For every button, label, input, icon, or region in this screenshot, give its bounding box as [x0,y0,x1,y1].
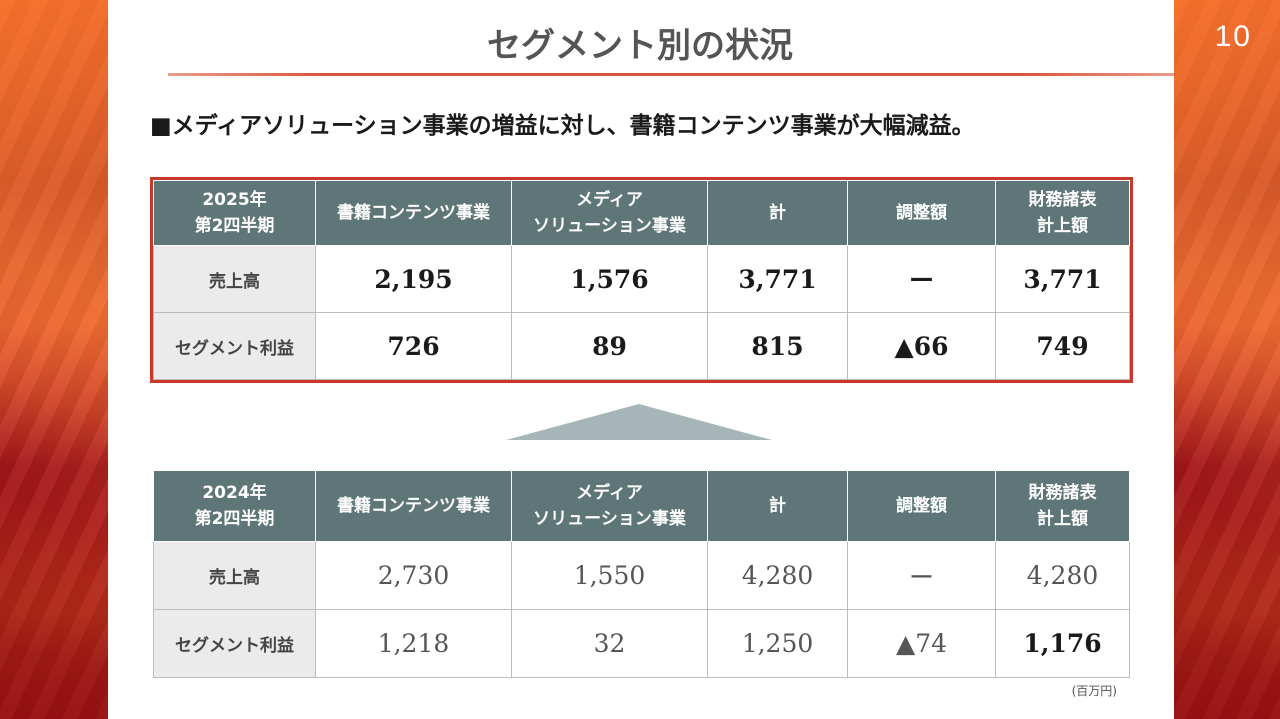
title-underline [168,73,1176,76]
segment-table-2024: 2024年 第2四半期 書籍コンテンツ事業 メディア ソリューション事業 計 調整額… [153,470,1130,678]
profit-books: 726 [315,312,512,380]
row-label-profit: セグメント利益 [153,312,316,380]
books-column-header: 書籍コンテンツ事業 [315,180,512,246]
sales-media: 1,550 [511,541,708,610]
profit-media: 89 [511,312,708,380]
fs-column-header: 財務諸表 計上額 [995,470,1130,542]
media-column-header: メディア ソリューション事業 [511,180,708,246]
profit-media: 32 [511,609,708,678]
adjustment-column-header: 調整額 [847,470,996,542]
period-header: 2024年 第2四半期 [153,470,316,542]
right-decorative-panel [1174,0,1280,719]
page-title: セグメント別の状況 [487,26,793,66]
table-header-row: 2024年 第2四半期 書籍コンテンツ事業 メディア ソリューション事業 計 調整額… [153,470,1130,542]
profit-books: 1,218 [315,609,512,678]
sales-adjustment: ー [847,245,996,313]
sales-adjustment: ー [847,541,996,610]
table-row-profit: セグメント利益 726 89 815 ▲66 749 [153,312,1130,380]
table-row-sales: 売上高 2,730 1,550 4,280 ー 4,280 [153,541,1130,610]
row-label-sales: 売上高 [153,245,316,313]
adjustment-column-header: 調整額 [847,180,996,246]
media-column-header: メディア ソリューション事業 [511,470,708,542]
row-label-profit: セグメント利益 [153,609,316,678]
sales-fs: 3,771 [995,245,1130,313]
sales-media: 1,576 [511,245,708,313]
comparison-arrow-icon [506,404,772,440]
fs-column-header: 財務諸表 計上額 [995,180,1130,246]
profit-total: 815 [707,312,848,380]
table-row-sales: 売上高 2,195 1,576 3,771 ー 3,771 [153,245,1130,313]
table-header-row: 2025年 第2四半期 書籍コンテンツ事業 メディア ソリューション事業 計 調整額… [153,180,1130,246]
row-label-sales: 売上高 [153,541,316,610]
sales-total: 4,280 [707,541,848,610]
period-header: 2025年 第2四半期 [153,180,316,246]
profit-fs: 749 [995,312,1130,380]
left-decorative-panel [0,0,108,719]
summary-statement: ■メディアソリューション事業の増益に対し、書籍コンテンツ事業が大幅減益。 [150,113,975,139]
sales-total: 3,771 [707,245,848,313]
unit-note: (百万円) [1071,684,1117,698]
sales-books: 2,730 [315,541,512,610]
total-column-header: 計 [707,470,848,542]
profit-total: 1,250 [707,609,848,678]
sales-books: 2,195 [315,245,512,313]
page-number: 10 [1214,20,1252,53]
profit-adjustment: ▲66 [847,312,996,380]
table-row-profit: セグメント利益 1,218 32 1,250 ▲74 1,176 [153,609,1130,678]
profit-fs: 1,176 [995,609,1130,678]
books-column-header: 書籍コンテンツ事業 [315,470,512,542]
sales-fs: 4,280 [995,541,1130,610]
total-column-header: 計 [707,180,848,246]
segment-table-2025: 2025年 第2四半期 書籍コンテンツ事業 メディア ソリューション事業 計 調整額… [150,177,1133,383]
profit-adjustment: ▲74 [847,609,996,678]
